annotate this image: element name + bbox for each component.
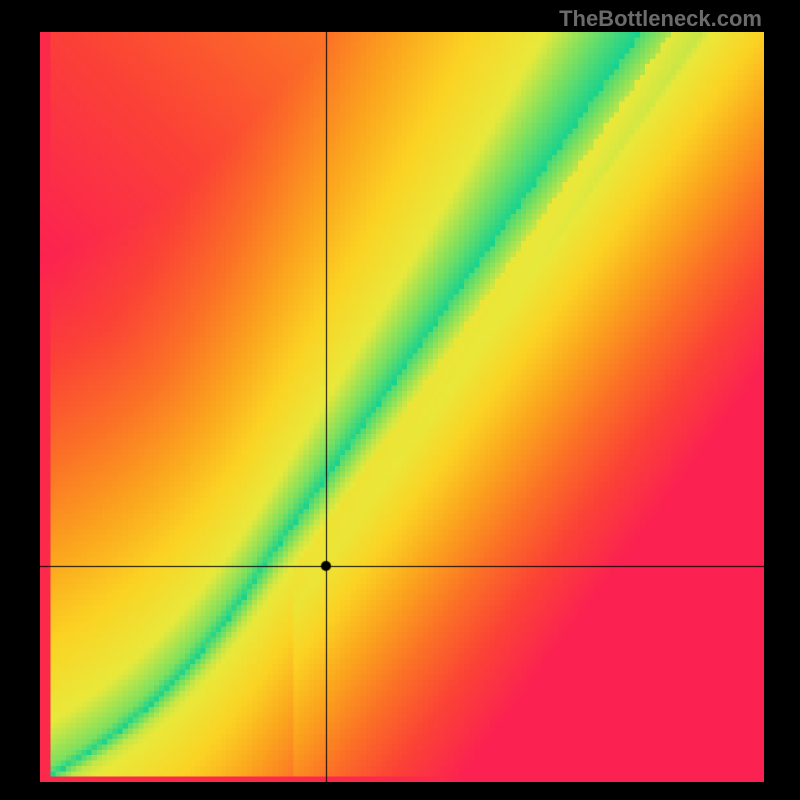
- watermark-text: TheBottleneck.com: [559, 6, 762, 32]
- chart-container: TheBottleneck.com: [0, 0, 800, 800]
- bottleneck-heatmap: [40, 32, 764, 782]
